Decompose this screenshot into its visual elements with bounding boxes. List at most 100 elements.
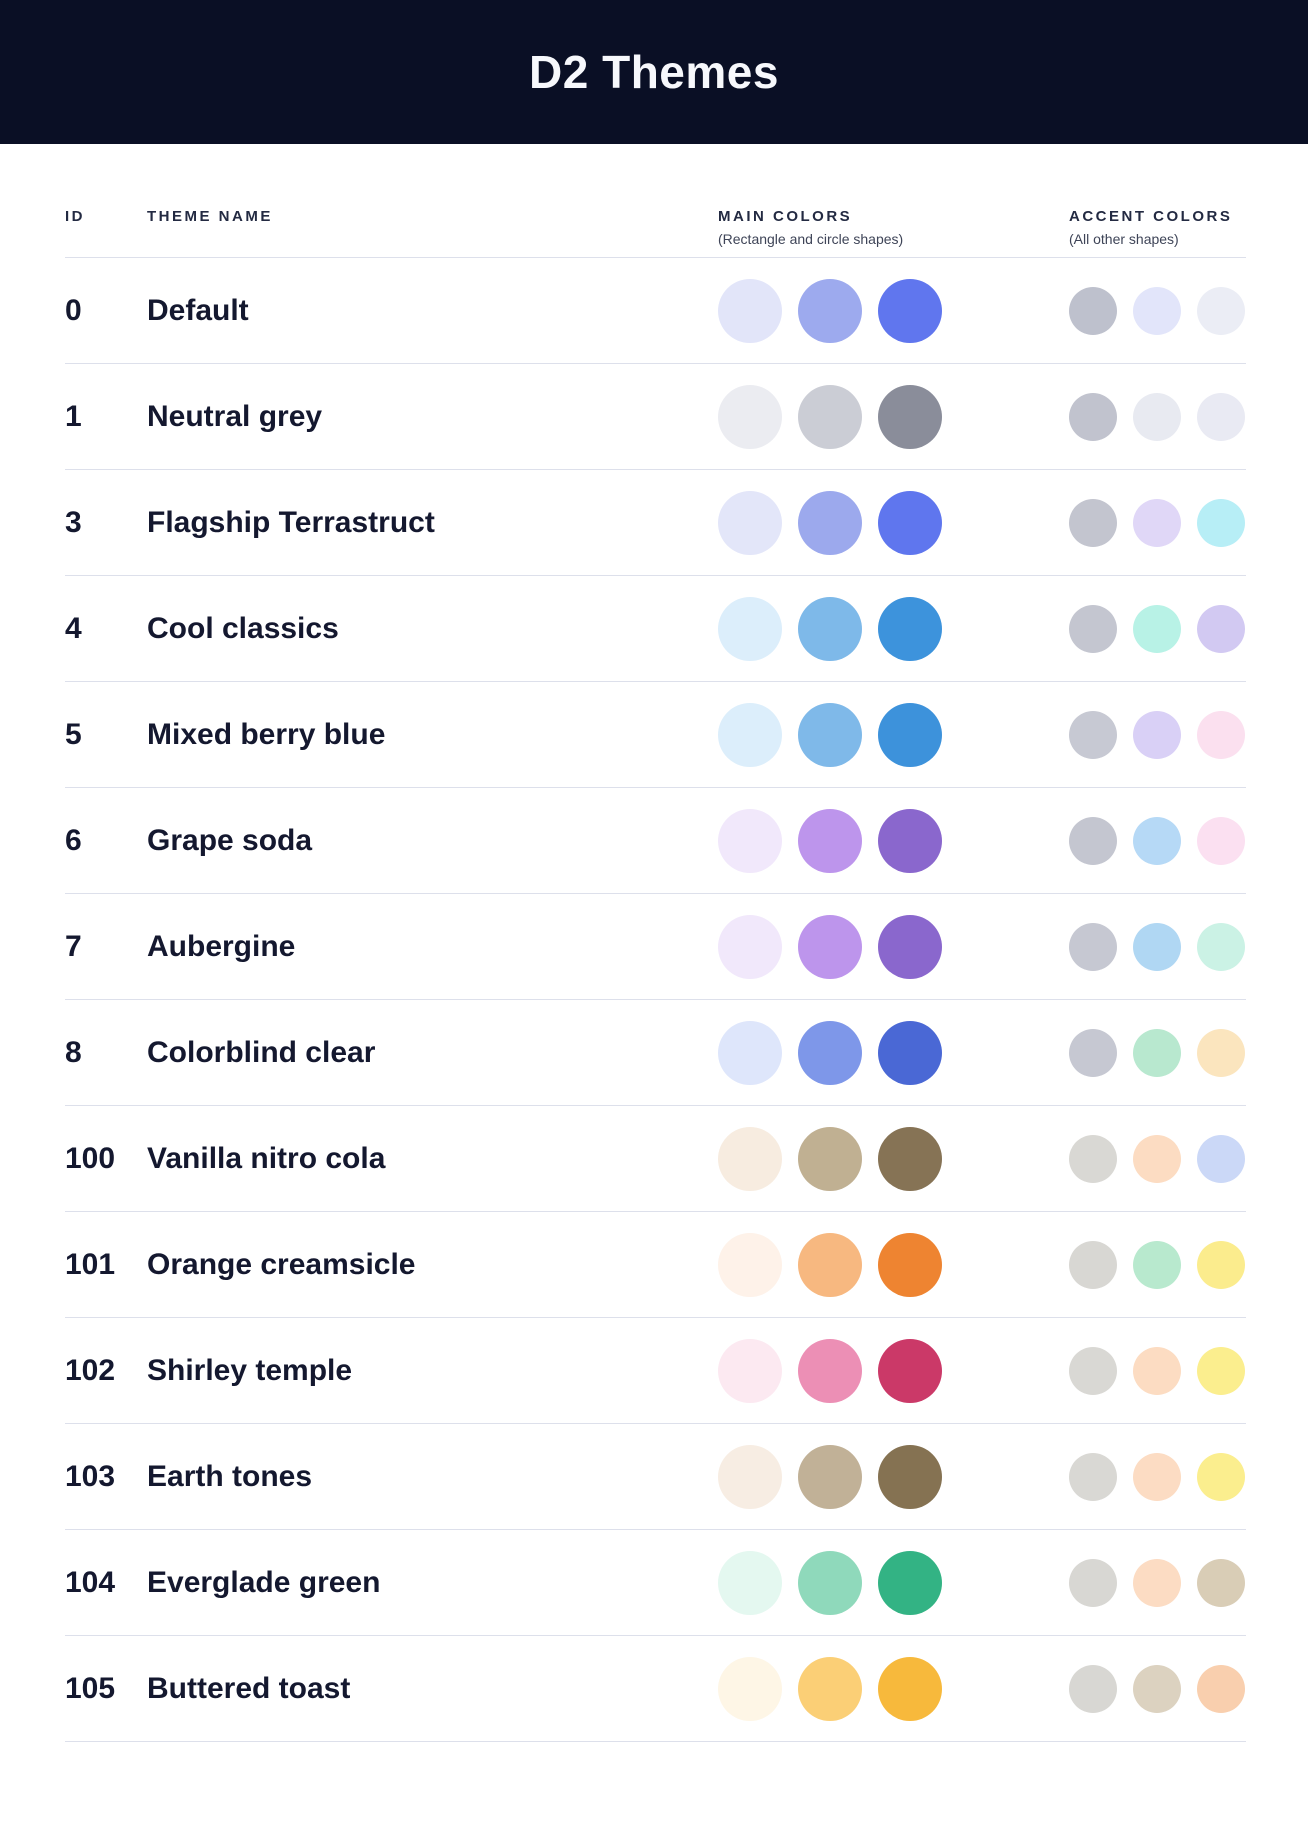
column-header-id: ID	[65, 208, 147, 247]
main-color-swatch	[718, 278, 782, 343]
theme-name: Default	[147, 293, 249, 327]
main-color-swatch-group	[718, 914, 1069, 979]
column-header-accent-colors: ACCENT COLORS (All other shapes)	[1069, 208, 1246, 247]
accent-color-swatch	[1197, 392, 1245, 441]
theme-id: 5	[65, 717, 82, 751]
accent-color-swatch	[1197, 1028, 1245, 1077]
theme-name: Grape soda	[147, 823, 313, 857]
main-color-swatch	[718, 1232, 782, 1297]
main-color-swatch-group	[718, 490, 1069, 555]
main-color-swatch	[878, 1020, 942, 1085]
main-color-swatch	[798, 1338, 862, 1403]
accent-color-swatch	[1069, 1664, 1117, 1713]
accent-color-swatch	[1133, 1240, 1181, 1289]
main-color-swatch	[878, 1550, 942, 1615]
accent-color-swatch	[1133, 710, 1181, 759]
page-header: D2 Themes	[0, 0, 1308, 144]
accent-color-swatch-group	[1069, 710, 1246, 759]
main-color-swatch-group	[718, 1020, 1069, 1085]
theme-name: Mixed berry blue	[147, 717, 386, 751]
table-row: 5 Mixed berry blue	[65, 682, 1246, 788]
accent-color-swatch-group	[1069, 286, 1246, 335]
table-row: 7 Aubergine	[65, 894, 1246, 1000]
accent-color-swatch	[1069, 1452, 1117, 1501]
theme-id: 8	[65, 1035, 82, 1069]
main-color-swatch-group	[718, 1338, 1069, 1403]
main-color-swatch-group	[718, 1656, 1069, 1721]
main-color-swatch-group	[718, 596, 1069, 661]
main-color-swatch	[878, 914, 942, 979]
accent-color-swatch	[1197, 1558, 1245, 1607]
theme-name: Flagship Terrastruct	[147, 505, 435, 539]
theme-id: 101	[65, 1247, 116, 1281]
main-color-swatch-group	[718, 808, 1069, 873]
main-color-swatch	[878, 808, 942, 873]
table-row: 3 Flagship Terrastruct	[65, 470, 1246, 576]
accent-color-swatch-group	[1069, 1240, 1246, 1289]
accent-color-swatch	[1069, 816, 1117, 865]
main-color-swatch	[798, 1020, 862, 1085]
column-header-id-label: ID	[65, 208, 85, 225]
themes-table: ID THEME NAME MAIN COLORS (Rectangle and…	[65, 144, 1246, 1742]
theme-name: Neutral grey	[147, 399, 323, 433]
main-color-swatch	[798, 1550, 862, 1615]
main-color-swatch	[718, 1444, 782, 1509]
main-color-swatch	[878, 1338, 942, 1403]
theme-id: 105	[65, 1671, 116, 1705]
main-color-swatch	[798, 1656, 862, 1721]
accent-color-swatch-group	[1069, 816, 1246, 865]
accent-color-swatch-group	[1069, 1134, 1246, 1183]
main-color-swatch	[878, 1444, 942, 1509]
accent-color-swatch	[1069, 1028, 1117, 1077]
main-color-swatch-group	[718, 1550, 1069, 1615]
main-color-swatch	[878, 1232, 942, 1297]
accent-color-swatch	[1069, 498, 1117, 547]
table-row: 1 Neutral grey	[65, 364, 1246, 470]
main-color-swatch	[878, 278, 942, 343]
accent-color-swatch	[1197, 498, 1245, 547]
theme-name: Orange creamsicle	[147, 1247, 416, 1281]
main-color-swatch	[878, 384, 942, 449]
main-color-swatch-group	[718, 1126, 1069, 1191]
main-color-swatch-group	[718, 384, 1069, 449]
main-color-swatch-group	[718, 702, 1069, 767]
accent-color-swatch	[1197, 710, 1245, 759]
accent-color-swatch	[1133, 1664, 1181, 1713]
accent-color-swatch-group	[1069, 1558, 1246, 1607]
accent-color-swatch	[1197, 1664, 1245, 1713]
accent-color-swatch	[1133, 604, 1181, 653]
column-header-main-colors-subtitle: (Rectangle and circle shapes)	[718, 231, 904, 247]
main-color-swatch	[878, 596, 942, 661]
main-color-swatch	[798, 702, 862, 767]
table-row: 0 Default	[65, 258, 1246, 364]
main-color-swatch	[798, 490, 862, 555]
main-color-swatch	[798, 596, 862, 661]
accent-color-swatch-group	[1069, 1664, 1246, 1713]
accent-color-swatch	[1133, 1134, 1181, 1183]
accent-color-swatch	[1069, 1134, 1117, 1183]
column-header-theme-name: THEME NAME	[147, 208, 718, 247]
accent-color-swatch	[1133, 816, 1181, 865]
main-color-swatch	[798, 1232, 862, 1297]
main-color-swatch	[718, 1126, 782, 1191]
main-color-swatch	[718, 1338, 782, 1403]
main-color-swatch	[798, 384, 862, 449]
theme-id: 3	[65, 505, 82, 539]
theme-rows: 0 Default 1 Neutral grey 3 Flagship Terrastru…	[65, 257, 1246, 1742]
accent-color-swatch	[1069, 1240, 1117, 1289]
main-color-swatch	[878, 702, 942, 767]
theme-id: 0	[65, 293, 82, 327]
accent-color-swatch-group	[1069, 1346, 1246, 1395]
accent-color-swatch	[1069, 392, 1117, 441]
table-row: 104 Everglade green	[65, 1530, 1246, 1636]
accent-color-swatch-group	[1069, 922, 1246, 971]
main-color-swatch	[718, 1020, 782, 1085]
accent-color-swatch	[1133, 1558, 1181, 1607]
accent-color-swatch	[1133, 498, 1181, 547]
theme-name: Colorblind clear	[147, 1035, 376, 1069]
theme-name: Vanilla nitro cola	[147, 1141, 386, 1175]
theme-id: 103	[65, 1459, 116, 1493]
theme-name: Cool classics	[147, 611, 339, 645]
page-title: D2 Themes	[529, 46, 779, 98]
theme-id: 1	[65, 399, 82, 433]
